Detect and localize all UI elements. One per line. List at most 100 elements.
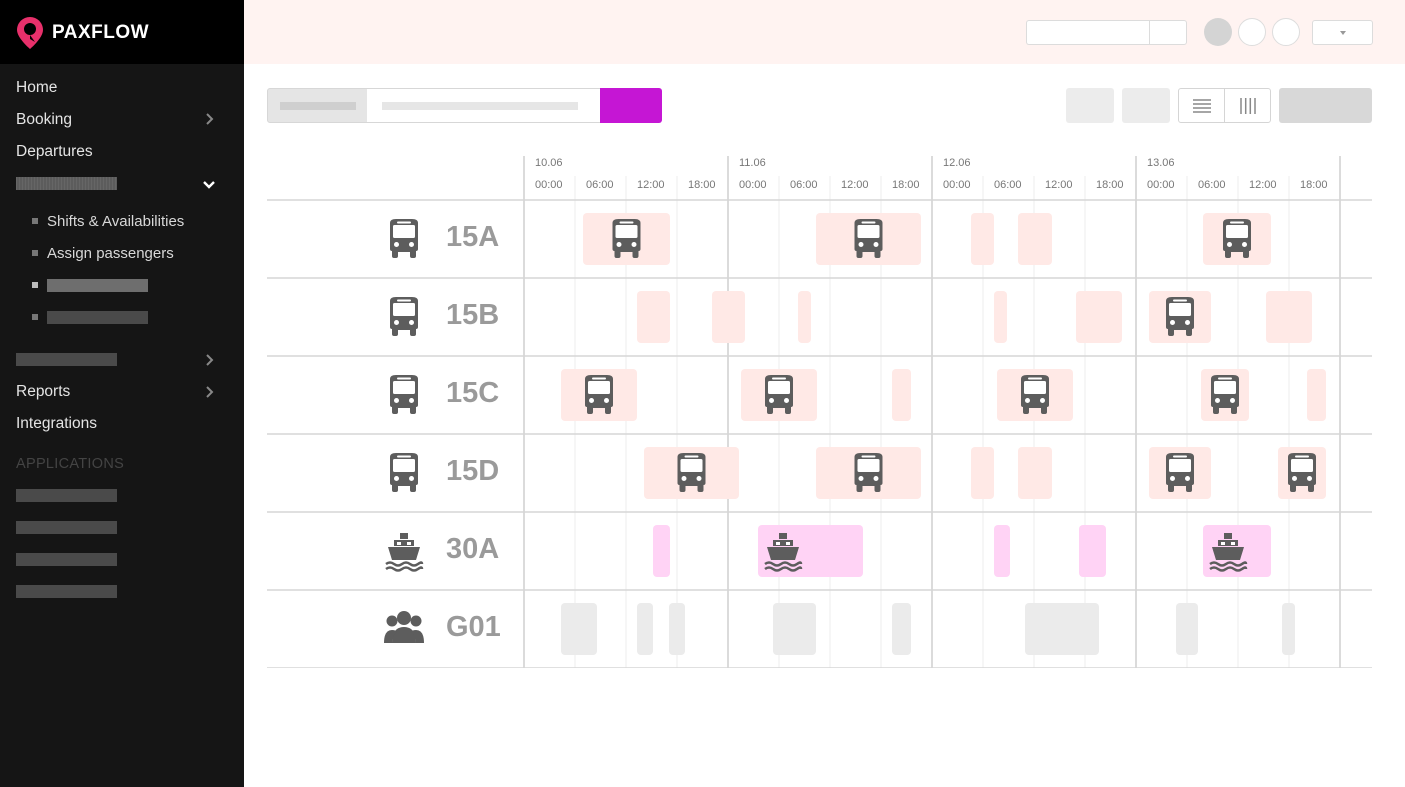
logo-pin-icon (17, 17, 43, 49)
time-label: 12:00 (637, 179, 665, 191)
schedule-slot[interactable] (971, 447, 994, 499)
nav-subitem-redacted[interactable] (47, 311, 148, 324)
sidebar: PAXFLOW Home Booking Departures Shifts &… (0, 0, 244, 787)
bus-icon (1166, 297, 1194, 336)
bus-icon (585, 375, 613, 414)
schedule-slot[interactable] (1307, 369, 1326, 421)
help-button[interactable] (1272, 18, 1300, 46)
schedule-slot[interactable] (1018, 447, 1052, 499)
bus-icon (390, 297, 418, 336)
view-columns-button[interactable] (1224, 88, 1271, 123)
schedule-slot[interactable] (1282, 603, 1295, 655)
time-label: 06:00 (994, 179, 1022, 191)
schedule-slot[interactable] (892, 603, 911, 655)
nav-integrations[interactable]: Integrations (16, 415, 97, 432)
schedule-slot[interactable] (637, 291, 670, 343)
schedule-slot[interactable] (669, 603, 685, 655)
chevron-right-icon[interactable] (202, 385, 216, 399)
app-item-redacted[interactable] (16, 489, 117, 502)
nav-home[interactable]: Home (16, 79, 58, 96)
search-input[interactable] (367, 88, 601, 123)
user-menu-dropdown[interactable] (1312, 20, 1373, 45)
section-label-applications: APPLICATIONS (16, 456, 125, 472)
primary-action-button[interactable] (1279, 88, 1372, 123)
app-item-redacted[interactable] (16, 521, 117, 534)
toolbar-button[interactable] (1066, 88, 1114, 123)
time-label: 12:00 (1045, 179, 1073, 191)
schedule-gantt: 10.06 00:00 06:00 12:00 18:00 11.06 00:00 06:00… (267, 156, 1372, 668)
rows-icon (1193, 99, 1211, 113)
nav-item-redacted[interactable] (16, 353, 117, 366)
group-icon (384, 611, 424, 643)
bullet-icon (32, 282, 38, 288)
schedule-slot[interactable] (994, 525, 1010, 577)
bus-icon (390, 453, 418, 492)
nav-reports[interactable]: Reports (16, 383, 71, 400)
schedule-slot[interactable] (994, 291, 1007, 343)
time-label: 18:00 (892, 179, 920, 191)
schedule-slot[interactable] (1266, 291, 1312, 343)
schedule-slot[interactable] (1176, 603, 1198, 655)
app-logo[interactable]: PAXFLOW (0, 0, 244, 64)
schedule-slot[interactable] (561, 603, 597, 655)
search-type-select[interactable] (267, 88, 368, 123)
avatar[interactable] (1204, 18, 1232, 46)
chevron-right-icon[interactable] (202, 112, 216, 126)
schedule-slot[interactable] (637, 603, 653, 655)
time-label: 00:00 (739, 179, 767, 191)
global-search-input[interactable] (1026, 20, 1150, 45)
schedule-slot[interactable] (1076, 291, 1122, 343)
ship-icon (1209, 533, 1248, 572)
schedule-slot[interactable] (653, 525, 670, 577)
schedule-slot[interactable] (712, 291, 745, 343)
resource-label[interactable]: 30A (446, 533, 500, 565)
resource-label[interactable]: 15A (446, 221, 500, 253)
resource-label[interactable]: 15C (446, 377, 500, 409)
time-label: 00:00 (535, 179, 563, 191)
chevron-right-icon[interactable] (202, 353, 216, 367)
notification-button[interactable] (1238, 18, 1266, 46)
resource-label[interactable]: 15D (446, 455, 500, 487)
search-button[interactable] (600, 88, 662, 123)
schedule-slot[interactable] (1018, 213, 1052, 265)
time-label: 06:00 (586, 179, 614, 191)
gantt-grid (267, 156, 1372, 668)
time-label: 06:00 (1198, 179, 1226, 191)
nav-booking[interactable]: Booking (16, 111, 73, 128)
date-label: 10.06 (535, 157, 563, 169)
nav-subitem-redacted[interactable] (47, 279, 148, 292)
app-item-redacted[interactable] (16, 553, 117, 566)
date-label: 13.06 (1147, 157, 1175, 169)
bullet-icon (32, 250, 38, 256)
app-name: PAXFLOW (52, 22, 150, 43)
bus-icon (1166, 453, 1194, 492)
resource-label[interactable]: 15B (446, 299, 500, 331)
schedule-slot[interactable] (971, 213, 994, 265)
date-label: 11.06 (739, 157, 766, 169)
bus-icon (390, 219, 418, 258)
time-label: 12:00 (1249, 179, 1277, 191)
schedule-slot[interactable] (798, 291, 811, 343)
toolbar-button[interactable] (1122, 88, 1170, 123)
global-search-button[interactable] (1149, 20, 1187, 45)
date-label: 12.06 (943, 157, 971, 169)
nav-item-redacted[interactable] (16, 177, 117, 190)
columns-icon (1240, 98, 1256, 114)
placeholder-text (280, 102, 356, 110)
ship-icon (385, 533, 424, 572)
schedule-slot[interactable] (1079, 525, 1106, 577)
time-label: 18:00 (1096, 179, 1124, 191)
placeholder-text (382, 102, 578, 110)
nav-shifts-availabilities[interactable]: Shifts & Availabilities (47, 213, 185, 230)
app-item-redacted[interactable] (16, 585, 117, 598)
view-list-button[interactable] (1178, 88, 1225, 123)
chevron-down-icon[interactable] (202, 177, 216, 191)
resource-label[interactable]: G01 (446, 611, 501, 643)
bullet-icon (32, 218, 38, 224)
schedule-slot[interactable] (892, 369, 911, 421)
bus-icon (854, 219, 883, 258)
nav-assign-passengers[interactable]: Assign passengers (47, 245, 174, 262)
schedule-slot[interactable] (773, 603, 816, 655)
nav-departures[interactable]: Departures (16, 143, 93, 160)
schedule-slot[interactable] (1025, 603, 1099, 655)
